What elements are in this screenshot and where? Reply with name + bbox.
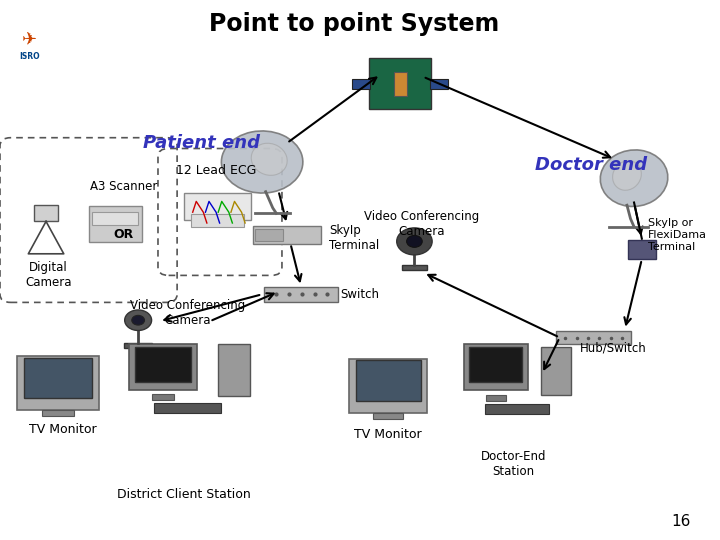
Text: TV Monitor: TV Monitor	[354, 428, 422, 441]
FancyBboxPatch shape	[557, 330, 631, 345]
FancyBboxPatch shape	[469, 347, 523, 382]
FancyBboxPatch shape	[184, 193, 251, 220]
Text: SkyIp or
FlexiDama
Terminal: SkyIp or FlexiDama Terminal	[648, 218, 707, 252]
FancyBboxPatch shape	[356, 361, 420, 401]
Text: Switch: Switch	[340, 288, 379, 301]
FancyBboxPatch shape	[402, 265, 427, 270]
Text: A3 Scanner: A3 Scanner	[90, 180, 158, 193]
FancyBboxPatch shape	[628, 240, 656, 259]
Text: Digital
Camera: Digital Camera	[25, 261, 71, 289]
Text: SkyIp
Terminal: SkyIp Terminal	[330, 224, 379, 252]
Text: Hub/Switch: Hub/Switch	[580, 342, 646, 355]
FancyBboxPatch shape	[218, 345, 250, 395]
FancyBboxPatch shape	[253, 226, 320, 244]
FancyBboxPatch shape	[92, 212, 138, 226]
FancyBboxPatch shape	[255, 229, 284, 241]
Text: Video Conferencing
Camera: Video Conferencing Camera	[130, 299, 246, 327]
Text: Doctor end: Doctor end	[536, 156, 647, 174]
Text: 16: 16	[671, 514, 690, 529]
Ellipse shape	[221, 131, 303, 193]
Text: ISRO: ISRO	[19, 52, 40, 61]
Ellipse shape	[600, 150, 668, 206]
FancyBboxPatch shape	[154, 403, 221, 413]
Ellipse shape	[132, 315, 145, 325]
Ellipse shape	[125, 310, 152, 330]
FancyBboxPatch shape	[464, 345, 528, 390]
FancyBboxPatch shape	[153, 394, 174, 400]
FancyBboxPatch shape	[349, 359, 427, 413]
Text: Point to point System: Point to point System	[209, 12, 500, 36]
FancyBboxPatch shape	[353, 79, 370, 89]
Text: 12 Lead ECG: 12 Lead ECG	[176, 164, 256, 177]
FancyBboxPatch shape	[394, 71, 407, 96]
FancyBboxPatch shape	[486, 395, 506, 401]
FancyBboxPatch shape	[135, 347, 192, 382]
FancyBboxPatch shape	[485, 404, 549, 414]
Text: Video Conferencing
Camera: Video Conferencing Camera	[364, 210, 479, 238]
Text: TV Monitor: TV Monitor	[29, 423, 96, 436]
Text: Doctor-End
Station: Doctor-End Station	[481, 450, 546, 478]
Ellipse shape	[251, 143, 287, 176]
Text: OR: OR	[114, 228, 134, 241]
Ellipse shape	[613, 161, 642, 190]
FancyBboxPatch shape	[374, 413, 403, 419]
FancyBboxPatch shape	[17, 356, 99, 410]
FancyBboxPatch shape	[124, 343, 153, 348]
FancyBboxPatch shape	[89, 206, 142, 242]
FancyBboxPatch shape	[191, 213, 244, 227]
Text: ✈: ✈	[22, 31, 37, 50]
FancyBboxPatch shape	[264, 287, 338, 302]
FancyBboxPatch shape	[369, 58, 431, 109]
FancyBboxPatch shape	[42, 410, 74, 416]
Text: District Client Station: District Client Station	[117, 488, 251, 501]
FancyBboxPatch shape	[541, 347, 571, 395]
Ellipse shape	[397, 228, 432, 255]
FancyBboxPatch shape	[431, 79, 448, 89]
FancyBboxPatch shape	[130, 345, 197, 390]
Text: Patient end: Patient end	[143, 134, 261, 152]
Ellipse shape	[407, 235, 422, 247]
FancyBboxPatch shape	[34, 205, 58, 221]
FancyBboxPatch shape	[24, 357, 91, 399]
